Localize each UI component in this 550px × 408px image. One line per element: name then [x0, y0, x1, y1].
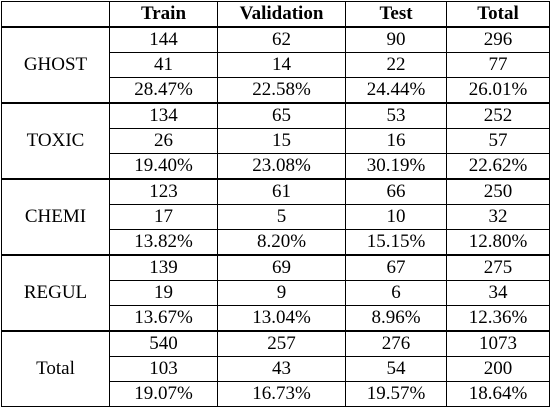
- cell-validation: 13.04%: [217, 305, 346, 332]
- cell-test: 15.15%: [345, 229, 447, 256]
- cell-test: 53: [345, 102, 447, 129]
- header-row: Train Validation Test Total: [1, 1, 550, 28]
- group-label: CHEMI: [1, 178, 110, 256]
- cell-total: 252: [446, 102, 550, 129]
- cell-test: 66: [345, 178, 447, 205]
- table-row: 17 5 10 32: [2, 204, 550, 230]
- cell-validation: 43: [217, 356, 346, 382]
- cell-validation: 8.20%: [217, 229, 346, 256]
- cell-validation: 23.08%: [217, 153, 346, 180]
- cell-train: 540: [109, 330, 218, 357]
- header-test: Test: [345, 1, 447, 28]
- cell-test: 90: [345, 26, 447, 53]
- cell-validation: 15: [217, 128, 346, 154]
- group-label: GHOST: [1, 26, 110, 104]
- header-corner-cell: [1, 1, 110, 28]
- cell-test: 24.44%: [345, 77, 447, 104]
- cell-train: 26: [109, 128, 218, 154]
- table-row: 19.07% 16.73% 19.57% 18.64%: [2, 381, 550, 407]
- cell-test: 30.19%: [345, 153, 447, 180]
- cell-test: 54: [345, 356, 447, 382]
- cell-total: 32: [446, 204, 550, 230]
- cell-validation: 257: [217, 330, 346, 357]
- cell-validation: 5: [217, 204, 346, 230]
- cell-total: 26.01%: [446, 77, 550, 104]
- table-row: Total 540 257 276 1073: [1, 330, 550, 407]
- cell-validation: 14: [217, 52, 346, 78]
- cell-total: 275: [446, 254, 550, 281]
- table-row: 103 43 54 200: [2, 356, 550, 382]
- table-row: TOXIC 134 65 53 252: [1, 102, 550, 180]
- table-row: 28.47% 22.58% 24.44% 26.01%: [2, 77, 550, 104]
- cell-train: 28.47%: [109, 77, 218, 104]
- cell-test: 19.57%: [345, 381, 447, 407]
- cell-train: 41: [109, 52, 218, 78]
- cell-train: 123: [109, 178, 218, 205]
- cell-total: 57: [446, 128, 550, 154]
- cell-validation: 22.58%: [217, 77, 346, 104]
- table-row: 26 15 16 57: [2, 128, 550, 154]
- cell-test: 8.96%: [345, 305, 447, 332]
- cell-train: 13.82%: [109, 229, 218, 256]
- group-label: Total: [1, 330, 110, 407]
- header-total: Total: [446, 1, 550, 28]
- header-validation: Validation: [217, 1, 346, 28]
- cell-test: 22: [345, 52, 447, 78]
- table-row: CHEMI 123 61 66 250: [1, 178, 550, 256]
- cell-total: 22.62%: [446, 153, 550, 180]
- cell-validation: 16.73%: [217, 381, 346, 407]
- cell-test: 16: [345, 128, 447, 154]
- cell-total: 34: [446, 280, 550, 306]
- table-row: 19 9 6 34: [2, 280, 550, 306]
- cell-total: 250: [446, 178, 550, 205]
- cell-test: 10: [345, 204, 447, 230]
- cell-train: 19.40%: [109, 153, 218, 180]
- cell-test: 6: [345, 280, 447, 306]
- group-label: TOXIC: [1, 102, 110, 180]
- cell-train: 144: [109, 26, 218, 53]
- cell-total: 12.80%: [446, 229, 550, 256]
- cell-total: 77: [446, 52, 550, 78]
- cell-train: 19.07%: [109, 381, 218, 407]
- cell-total: 296: [446, 26, 550, 53]
- cell-train: 103: [109, 356, 218, 382]
- cell-validation: 9: [217, 280, 346, 306]
- cell-total: 18.64%: [446, 381, 550, 407]
- cell-train: 134: [109, 102, 218, 129]
- cell-total: 1073: [446, 330, 550, 357]
- cell-validation: 69: [217, 254, 346, 281]
- cell-validation: 62: [217, 26, 346, 53]
- group-label: REGUL: [1, 254, 110, 332]
- table-row: 41 14 22 77: [2, 52, 550, 78]
- table-row: REGUL 139 69 67 275: [1, 254, 550, 332]
- cell-test: 276: [345, 330, 447, 357]
- cell-total: 200: [446, 356, 550, 382]
- cell-train: 13.67%: [109, 305, 218, 332]
- cell-train: 19: [109, 280, 218, 306]
- table-row: 19.40% 23.08% 30.19% 22.62%: [2, 153, 550, 180]
- cell-test: 67: [345, 254, 447, 281]
- cell-validation: 61: [217, 178, 346, 205]
- cell-total: 12.36%: [446, 305, 550, 332]
- cell-train: 139: [109, 254, 218, 281]
- cell-validation: 65: [217, 102, 346, 129]
- header-train: Train: [109, 1, 218, 28]
- table-body: GHOST 144 62 90 296 41 14 22 77 28.47% 22.58% 24.44…: [1, 26, 550, 407]
- cell-train: 17: [109, 204, 218, 230]
- table-row: GHOST 144 62 90 296: [1, 26, 550, 104]
